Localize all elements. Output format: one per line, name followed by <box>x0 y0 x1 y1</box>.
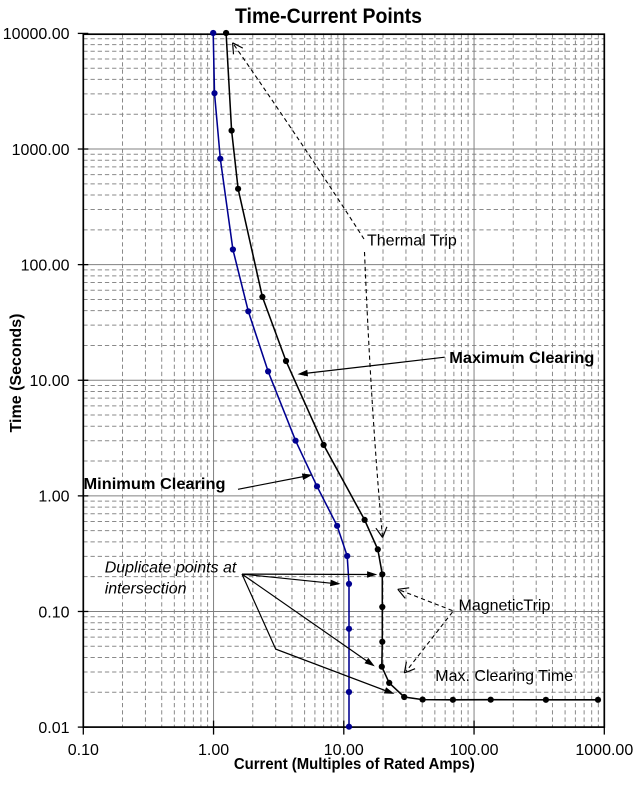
svg-text:Max. Clearing Time: Max. Clearing Time <box>435 668 573 685</box>
svg-text:100.00: 100.00 <box>21 257 70 274</box>
svg-text:Current (Multiples of Rated Am: Current (Multiples of Rated Amps) <box>234 756 475 773</box>
svg-text:1.00: 1.00 <box>38 489 69 506</box>
svg-text:Maximum Clearing: Maximum Clearing <box>449 350 594 367</box>
svg-text:Time-Current Points: Time-Current Points <box>235 4 422 28</box>
svg-text:1.00: 1.00 <box>198 742 229 759</box>
svg-text:Duplicate points at: Duplicate points at <box>105 560 237 577</box>
svg-text:0.01: 0.01 <box>38 720 69 737</box>
svg-text:1000.00: 1000.00 <box>12 142 70 159</box>
svg-text:MagneticTrip: MagneticTrip <box>459 598 551 615</box>
svg-text:1000.00: 1000.00 <box>575 742 633 759</box>
svg-text:10000.00: 10000.00 <box>3 26 70 43</box>
svg-text:Minimum Clearing: Minimum Clearing <box>84 476 226 493</box>
svg-text:Time (Seconds): Time (Seconds) <box>8 314 25 433</box>
svg-text:0.10: 0.10 <box>38 604 69 621</box>
svg-text:Thermal Trip: Thermal Trip <box>367 233 457 250</box>
svg-text:0.10: 0.10 <box>68 742 99 759</box>
svg-text:intersection: intersection <box>105 581 187 598</box>
svg-text:10.00: 10.00 <box>29 373 69 390</box>
